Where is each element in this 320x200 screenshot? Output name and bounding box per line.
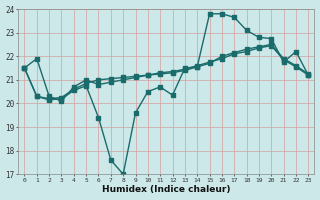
- X-axis label: Humidex (Indice chaleur): Humidex (Indice chaleur): [102, 185, 231, 194]
